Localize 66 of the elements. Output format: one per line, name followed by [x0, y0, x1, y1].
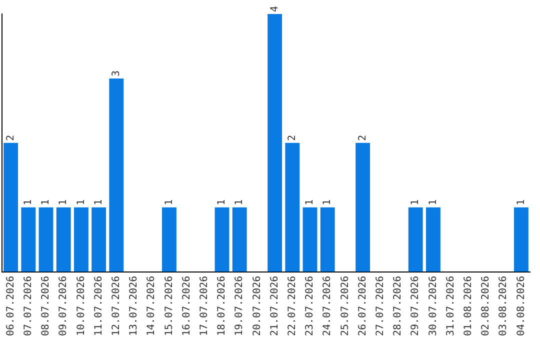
- bar: [74, 207, 88, 272]
- x-tick-label: 18.07.2026: [216, 276, 228, 336]
- bar: [214, 207, 230, 272]
- bar: [320, 207, 335, 272]
- data-label: 2: [286, 134, 298, 141]
- x-tick-label: 26.07.2026: [357, 276, 368, 336]
- bar: [356, 142, 370, 272]
- x-tick-label: 19.07.2026: [234, 276, 246, 336]
- bar: [268, 14, 282, 272]
- x-tick-label: 30.07.2026: [428, 276, 439, 336]
- data-label: 3: [110, 70, 122, 76]
- x-tick-label: 14.07.2026: [146, 276, 158, 336]
- x-tick-label: 25.07.2026: [340, 276, 351, 336]
- x-tick-label: 29.07.2026: [410, 276, 422, 336]
- x-tick-label: 13.07.2026: [128, 276, 140, 336]
- x-tick-label: 22.07.2026: [286, 276, 298, 336]
- data-label: 2: [5, 134, 16, 141]
- x-tick-label: 09.07.2026: [58, 276, 70, 336]
- data-label: 1: [58, 199, 70, 206]
- data-label: 1: [234, 199, 246, 206]
- x-tick-label: 28.07.2026: [392, 276, 404, 336]
- x-tick-label: 23.07.2026: [304, 276, 316, 336]
- x-tick-label: 12.07.2026: [110, 276, 122, 336]
- x-tick-label: 04.08.2026: [516, 276, 527, 336]
- bar: [514, 207, 528, 272]
- data-label: 2: [357, 134, 368, 141]
- data-label: 1: [22, 199, 34, 206]
- data-label: 1: [428, 199, 439, 206]
- x-tick-label: 03.08.2026: [498, 276, 510, 336]
- bar: [285, 142, 300, 272]
- x-tick-label: 10.07.2026: [76, 276, 87, 336]
- x-tick-label: 02.08.2026: [480, 276, 492, 336]
- bar: [56, 207, 71, 272]
- bar: [92, 207, 106, 272]
- x-tick-label: 15.07.2026: [164, 276, 175, 336]
- bar: [302, 207, 318, 272]
- bar: [4, 142, 18, 272]
- x-tick-label: 17.07.2026: [198, 276, 210, 336]
- bar: [21, 207, 36, 272]
- x-tick-label: 27.07.2026: [374, 276, 386, 336]
- bar: [426, 207, 440, 272]
- bar: [232, 207, 247, 272]
- bar: [162, 207, 176, 272]
- x-tick-label: 20.07.2026: [252, 276, 263, 336]
- data-label: 4: [269, 6, 280, 12]
- bar: [38, 207, 54, 272]
- x-tick-label: 21.07.2026: [269, 276, 280, 336]
- bar: [109, 78, 124, 272]
- x-tick-label: 16.07.2026: [181, 276, 192, 336]
- x-tick-label: 31.07.2026: [445, 276, 456, 336]
- data-label: 1: [164, 199, 175, 206]
- x-tick-label: 07.07.2026: [22, 276, 34, 336]
- data-label: 1: [304, 199, 316, 206]
- data-label: 1: [76, 199, 87, 206]
- data-label: 1: [322, 199, 334, 206]
- data-label: 1: [40, 199, 52, 206]
- x-tick-label: 06.07.2026: [5, 276, 16, 336]
- data-label: 1: [216, 199, 228, 206]
- x-tick-label: 11.07.2026: [93, 276, 104, 336]
- data-label: 1: [410, 199, 422, 206]
- data-label: 1: [93, 199, 104, 206]
- x-tick-label: 24.07.2026: [322, 276, 334, 336]
- bar: [408, 207, 423, 272]
- x-tick-label: 01.08.2026: [462, 276, 474, 336]
- x-tick-label: 08.07.2026: [40, 276, 52, 336]
- data-label: 1: [516, 199, 527, 206]
